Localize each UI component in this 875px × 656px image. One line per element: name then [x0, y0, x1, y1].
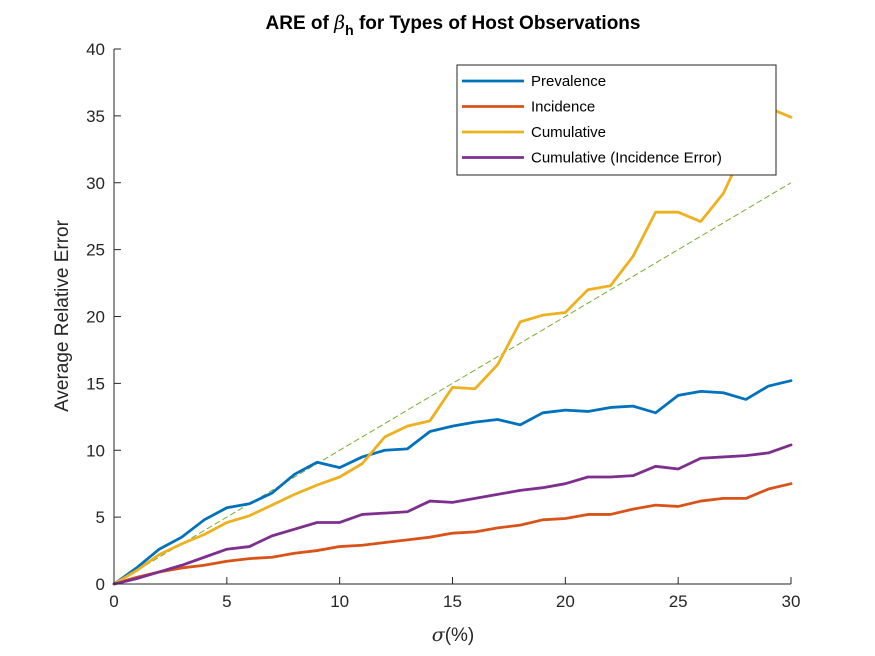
legend-label: Cumulative (Incidence Error): [531, 150, 722, 167]
chart-title-symbol: β: [333, 12, 345, 34]
x-tick-label: 15: [443, 592, 462, 611]
series-line-cumulative-incidence-error: [112, 443, 793, 586]
y-tick-label: 10: [86, 441, 105, 460]
axes-layer: 0 5 10 15 20 25 30 0 5 10 15 20 25 30 35 40: [86, 40, 800, 611]
legend: Prevalence Incidence Cumulative Cumulative …: [456, 64, 777, 176]
x-tick-label: 25: [669, 592, 688, 611]
y-tick-label: 30: [86, 174, 105, 193]
y-axis-title: Average Relative Error: [52, 219, 73, 412]
legend-label: Cumulative: [531, 124, 606, 141]
y-tick-label: 15: [86, 374, 105, 393]
chart-title: ARE of βh for Types of Host Observations: [266, 12, 641, 38]
series-layer: [112, 106, 793, 586]
series-line-cumulative: [112, 106, 793, 586]
y-tick-label: 20: [86, 308, 105, 327]
chart-title-subscript: h: [345, 22, 354, 38]
x-tick-label: 0: [109, 592, 118, 611]
reference-layer: [113, 182, 792, 585]
y-tick-label: 35: [86, 107, 105, 126]
x-axis-symbol: σ: [432, 624, 446, 646]
reference-line: [113, 182, 792, 585]
legend-label: Prevalence: [531, 73, 606, 90]
y-tick-label: 40: [86, 40, 105, 59]
x-tick-label: 10: [330, 592, 349, 611]
y-tick-label: 5: [96, 508, 105, 527]
x-tick-label: 5: [222, 592, 231, 611]
x-axis-unit: (%): [445, 625, 475, 646]
x-tick-label: 20: [556, 592, 575, 611]
x-axis-title: σ(%): [432, 624, 475, 646]
chart-title-prefix: ARE of: [266, 13, 335, 34]
chart-title-suffix: for Types of Host Observations: [354, 13, 641, 34]
series-line-incidence: [112, 482, 793, 586]
series-line-prevalence: [112, 379, 793, 586]
y-tick-label: 0: [96, 575, 105, 594]
x-tick-label: 30: [782, 592, 801, 611]
y-tick-label: 25: [86, 241, 105, 260]
legend-label: Incidence: [531, 99, 595, 116]
